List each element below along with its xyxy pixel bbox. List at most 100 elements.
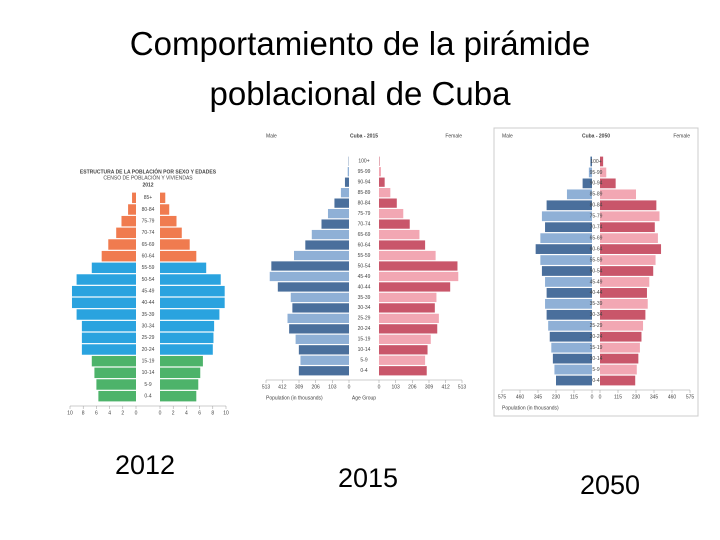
x-tick-label: 0: [159, 410, 162, 416]
age-label: 0-4: [144, 393, 151, 399]
age-label: 95-99: [358, 169, 371, 175]
bar: [549, 331, 592, 342]
bar: [160, 274, 221, 285]
bar: [71, 297, 136, 309]
age-label: 65-69: [358, 232, 371, 238]
bar: [160, 297, 225, 309]
age-label: 15-19: [142, 358, 155, 364]
age-label: 90-94: [590, 181, 603, 187]
bar: [600, 211, 660, 222]
bar: [600, 342, 640, 353]
bar: [128, 204, 136, 215]
bar: [94, 367, 136, 379]
bar: [160, 262, 207, 274]
age-label: 20-24: [358, 326, 371, 332]
bar: [160, 285, 225, 297]
bar: [379, 188, 391, 198]
x-tick-label: 10: [223, 410, 229, 416]
age-label: 40-44: [590, 290, 603, 296]
bar: [600, 353, 639, 364]
bar: [379, 355, 426, 365]
age-label: 85-89: [590, 192, 603, 198]
x-tick-label: 513: [458, 384, 467, 390]
x-tick-label: 0: [591, 394, 594, 400]
x-tick-label: 4: [108, 410, 111, 416]
x-tick-label: 230: [632, 394, 641, 400]
bar: [546, 288, 592, 298]
bar: [300, 355, 349, 365]
age-label: 70-74: [142, 230, 155, 236]
bar: [290, 292, 349, 303]
age-label: 25-29: [590, 323, 603, 329]
age-label: 25-29: [358, 316, 371, 322]
bar: [76, 309, 136, 320]
bar: [600, 189, 636, 200]
bar: [160, 320, 215, 332]
age-label: 25-29: [142, 335, 155, 341]
age-label: 80-84: [142, 207, 155, 213]
bar: [535, 244, 592, 254]
bar: [600, 277, 650, 287]
chart-frame: [493, 127, 699, 417]
age-label: 100+: [590, 159, 601, 165]
x-tick-label: 460: [668, 394, 677, 400]
chart-title: Cuba - 2015: [350, 133, 378, 139]
bar: [344, 177, 349, 187]
x-tick-label: 345: [534, 394, 543, 400]
bar: [108, 239, 136, 250]
age-label: 90-94: [358, 180, 371, 186]
x-tick-label: 206: [408, 384, 417, 390]
bar: [289, 324, 349, 334]
age-label: 5-9: [592, 367, 599, 373]
bar: [600, 244, 662, 254]
title-line: poblacional de Cuba: [210, 75, 512, 112]
bar: [548, 320, 592, 331]
age-label: 35-39: [142, 312, 155, 318]
bar: [379, 345, 428, 355]
center-label: Age Group: [352, 395, 376, 401]
bar: [160, 239, 190, 250]
age-label: 0-4: [360, 368, 367, 374]
slide-title: Comportamiento de la pirámide poblacional…: [130, 25, 590, 112]
bar: [160, 215, 177, 227]
bar: [545, 222, 592, 233]
x-tick-label: 460: [516, 394, 525, 400]
bar: [101, 250, 136, 262]
bar: [91, 262, 136, 274]
age-label: 60-64: [358, 242, 371, 248]
legend-male: Male: [266, 133, 277, 139]
x-tick-label: 575: [498, 394, 507, 400]
bar: [76, 274, 136, 285]
bar: [81, 344, 136, 355]
age-label: 35-39: [590, 301, 603, 307]
bar: [292, 303, 349, 313]
bar: [588, 167, 592, 178]
x-tick-label: 309: [425, 384, 434, 390]
bar: [293, 250, 349, 261]
legend-female: Female: [673, 133, 690, 139]
bar: [160, 309, 220, 320]
age-label: 45-49: [358, 274, 371, 280]
x-tick-label: 115: [570, 394, 578, 400]
age-label: 40-44: [358, 284, 371, 290]
age-label: 10-14: [142, 370, 155, 376]
age-label: 20-24: [142, 347, 155, 353]
bar: [551, 342, 592, 353]
caption: 2050: [580, 470, 640, 500]
age-label: 70-74: [358, 221, 371, 227]
legend-female: Female: [445, 133, 462, 139]
bar: [600, 233, 658, 244]
age-label: 65-69: [590, 235, 603, 241]
bar: [379, 282, 451, 292]
x-tick-label: 103: [391, 384, 400, 390]
bar: [96, 379, 136, 390]
x-tick-label: 0: [348, 384, 351, 390]
age-label: 55-59: [590, 257, 603, 263]
bar: [347, 167, 349, 177]
x-tick-label: 575: [686, 394, 695, 400]
age-label: 85-89: [358, 190, 371, 196]
bar: [160, 355, 203, 367]
age-label: 50-54: [358, 263, 371, 269]
age-label: 30-34: [590, 312, 603, 318]
chart-title: Cuba - 2050: [582, 133, 610, 139]
